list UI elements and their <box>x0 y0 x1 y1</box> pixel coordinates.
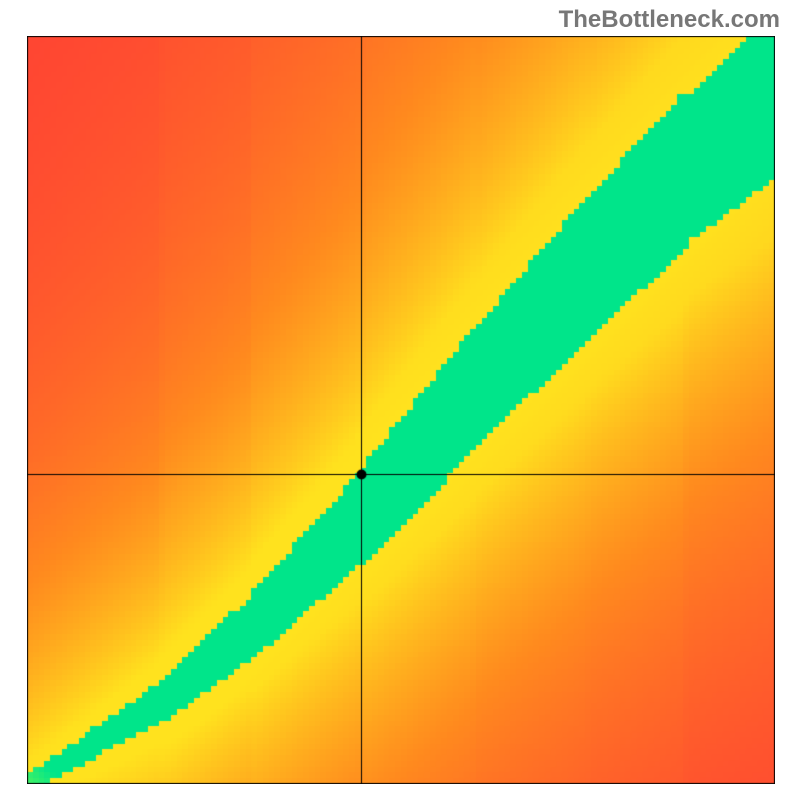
watermark-text: TheBottleneck.com <box>559 6 780 34</box>
heatmap-canvas <box>27 36 775 784</box>
heatmap-plot <box>27 36 775 784</box>
chart-container: TheBottleneck.com <box>0 0 800 800</box>
